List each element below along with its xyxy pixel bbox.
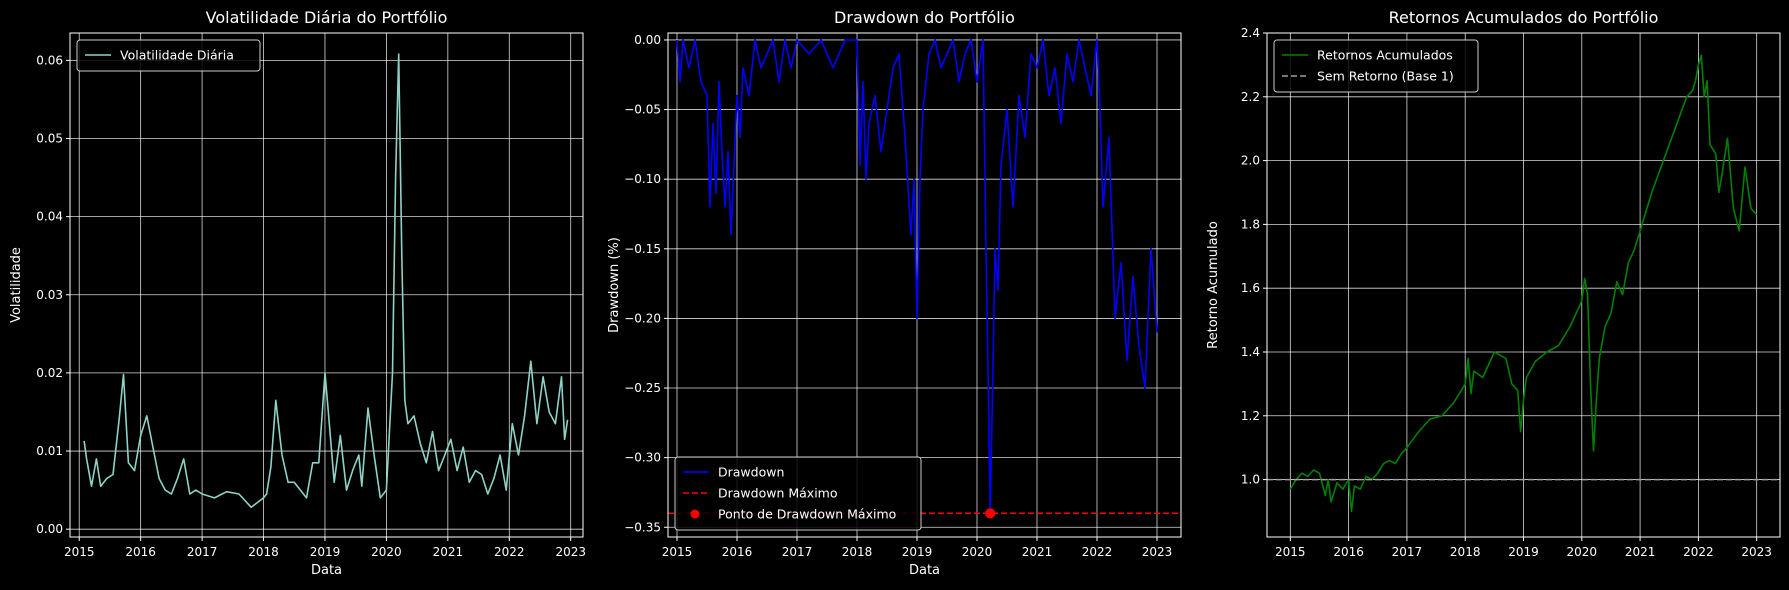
series-drawdown-line [676,39,1158,515]
legend-entry: Retornos Acumulados [1317,48,1453,63]
x-tick-label: 2022 [1082,545,1113,559]
y-tick-label: 0.02 [36,366,63,380]
y-tick-label: −0.30 [624,451,661,465]
y-tick-label: −0.20 [624,311,661,325]
y-tick-label: 0.05 [36,131,63,145]
x-tick-label: 2017 [1392,545,1423,559]
chart-title: Volatilidade Diária do Portfólio [206,8,448,27]
y-tick-label: 2.0 [1241,154,1260,168]
legend-marker [690,509,700,519]
y-axis-label: Retorno Acumulado [1206,221,1221,349]
legend-box [674,456,922,531]
chart-title: Retornos Acumulados do Portfólio [1389,8,1659,27]
y-tick-label: −0.15 [624,242,661,256]
x-tick-label: 2018 [248,545,279,559]
y-axis-label: Drawdown (%) [607,237,622,333]
y-tick-label: 2.2 [1241,90,1260,104]
cumulative-returns-chart: 2015 2016 2017 2018 2019 2020 2021 2022 2023 1.0 1… [1206,8,1781,559]
y-tick-label: −0.10 [624,172,661,186]
axes-frame [667,32,1182,538]
x-tick-label: 2020 [962,545,993,559]
x-tick-label: 2021 [433,545,464,559]
y-tick-label: 1.8 [1241,217,1260,231]
legend-entry: Drawdown [718,465,784,480]
y-tick-label: 0.01 [36,444,63,458]
series-retornos-acumulados-line [1289,54,1758,513]
x-tick-label: 2023 [1741,545,1772,559]
x-tick-label: 2016 [125,545,156,559]
y-tick-label: 1.4 [1241,345,1260,359]
legend: Volatilidade Diária [76,39,261,72]
legend-entry: Drawdown Máximo [718,486,838,501]
y-tick-label: 0.06 [36,53,63,67]
x-tick-label: 2023 [1142,545,1173,559]
y-tick-label: 0.03 [36,288,63,302]
max-drawdown-point [985,508,996,519]
x-tick-label: 2022 [1683,545,1714,559]
y-tick-label: −0.25 [624,381,661,395]
x-tick-label: 2018 [1450,545,1481,559]
x-tick-label: 2020 [371,545,402,559]
legend-box [76,39,261,72]
x-tick-label: 2021 [1022,545,1053,559]
x-tick-label: 2021 [1625,545,1656,559]
y-tick-label: 1.6 [1241,281,1260,295]
x-tick-label: 2017 [187,545,218,559]
x-axis-label: Data [311,563,342,578]
x-tick-label: 2023 [555,545,586,559]
x-tick-label: 2019 [310,545,341,559]
x-tick-label: 2015 [1275,545,1306,559]
x-tick-label: 2015 [64,545,95,559]
x-tick-label: 2022 [494,545,525,559]
x-tick-label: 2019 [902,545,933,559]
x-tick-label: 2015 [662,545,693,559]
x-tick-label: 2018 [842,545,873,559]
legend-entry: Ponto de Drawdown Máximo [718,507,896,522]
x-tick-label: 2016 [1333,545,1364,559]
legend-entry: Sem Retorno (Base 1) [1317,69,1454,84]
y-tick-label: 0.00 [36,522,63,536]
y-tick-label: 1.0 [1241,473,1260,487]
drawdown-chart: 2015 2016 2017 2018 2019 2020 2021 2022 2023 0.00… [607,8,1182,578]
x-tick-label: 2017 [782,545,813,559]
legend: Drawdown Drawdown Máximo Ponto de Drawdown… [674,456,922,531]
chart-title: Drawdown do Portfólio [834,8,1015,27]
axes-frame [69,32,584,538]
volatility-chart: 2015 2016 2017 2018 2019 2020 2021 2022 2023 0.00… [9,8,586,578]
y-tick-label: −0.35 [624,520,661,534]
legend: Retornos Acumulados Sem Retorno (Base 1) [1273,39,1479,93]
x-tick-label: 2019 [1508,545,1539,559]
legend-box [1273,39,1479,93]
x-axis-label: Data [909,563,940,578]
y-axis-label: Volatilidade [9,247,24,323]
legend-entry: Volatilidade Diária [120,48,234,63]
y-tick-label: −0.05 [624,103,661,117]
y-tick-label: 0.04 [36,210,63,224]
y-tick-label: 0.00 [634,33,661,47]
y-tick-label: 2.4 [1241,26,1260,40]
grid [70,33,583,537]
series-volatilidade-diaria-line [83,53,569,509]
x-tick-label: 2016 [722,545,753,559]
y-tick-label: 1.2 [1241,409,1260,423]
x-tick-label: 2020 [1567,545,1598,559]
